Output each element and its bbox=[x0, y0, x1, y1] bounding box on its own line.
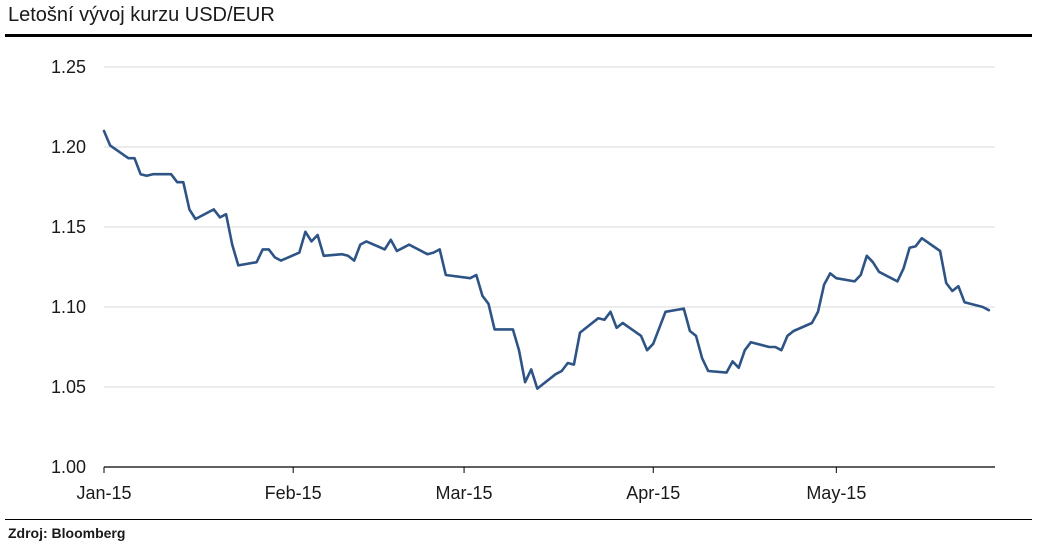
title-rule bbox=[5, 34, 1032, 37]
y-tick-label: 1.05 bbox=[51, 377, 86, 397]
x-tick-label: Feb-15 bbox=[265, 483, 322, 503]
y-axis-ticks: 1.00 1.05 1.10 1.15 1.20 1.25 bbox=[51, 57, 86, 477]
y-tick-label: 1.15 bbox=[51, 217, 86, 237]
y-tick-label: 1.25 bbox=[51, 57, 86, 77]
x-axis: Jan-15 Feb-15 Mar-15 Apr-15 May-15 bbox=[76, 466, 995, 503]
x-tick-label: Mar-15 bbox=[436, 483, 493, 503]
chart-title: Letošní vývoj kurzu USD/EUR bbox=[8, 4, 275, 26]
y-tick-label: 1.10 bbox=[51, 297, 86, 317]
gridlines bbox=[104, 66, 995, 388]
y-tick-label: 1.20 bbox=[51, 137, 86, 157]
y-tick-label: 1.00 bbox=[51, 457, 86, 477]
x-tick-label: Jan-15 bbox=[76, 483, 131, 503]
series-line-usd-eur bbox=[102, 129, 991, 390]
source-note: Zdroj: Bloomberg bbox=[8, 525, 126, 541]
source-rule bbox=[5, 519, 1032, 520]
x-tick-label: May-15 bbox=[806, 483, 866, 503]
x-tick-label: Apr-15 bbox=[626, 483, 680, 503]
series-layer bbox=[102, 129, 991, 390]
